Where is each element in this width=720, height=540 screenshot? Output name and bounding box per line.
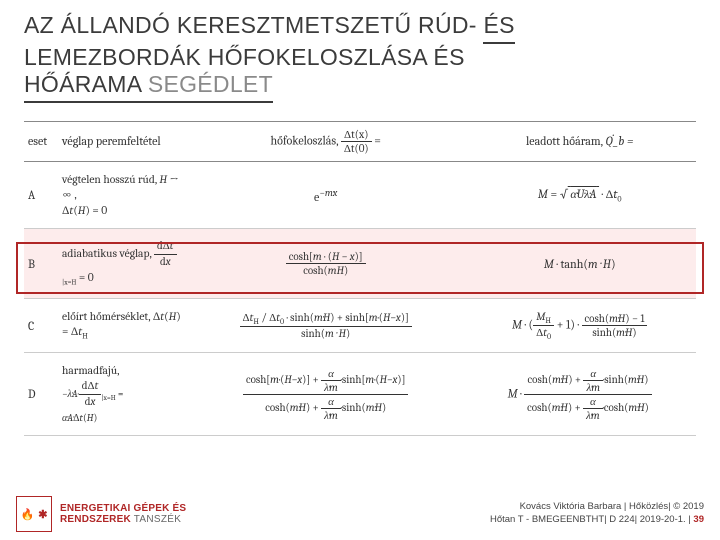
cell-heat: M · tanh(m · H) [463,229,696,298]
cell-dist: cosh[m · (H − x)]cosh(mH) [188,229,463,298]
cell-heat: M = √ α·U·λ·A · Δt0 [463,161,696,229]
table-row: Avégtelen hosszú rúd, H → ∞ ,Δt(H) = 0e−… [24,161,696,229]
footer-line2a: Hőtan T - BMEGEENBTHT| D 224| 2019-20-1.… [490,514,693,525]
col-cond: véglap peremfeltétel [58,121,188,161]
cell-dist: e−m·x [188,161,463,229]
cell-heat: M · (MHΔt0 + 1) · cosh(m·H) − 1sinh(m·H) [463,298,696,353]
title-line2a: LEMEZBORDÁK HŐFOKELOSZLÁSA ÉS [24,44,465,70]
col-heat: leadott hőáram, Q̇_b = [463,121,696,161]
cell-cond: harmadfajú,−λ·A·dΔtdx|x=H =α·A·Δt(H) [58,353,188,436]
logo-square: 🔥 ✱ [16,496,52,532]
heat-sym: Q̇_b = [605,134,633,148]
cell-case: C [24,298,58,353]
footer-line1: Kovács Viktória Barbara | Hőközlés| © 20… [490,501,704,514]
header-row: eset véglap peremfeltétel hőfokeloszlás,… [24,121,696,161]
dist-frac: Δt(x)Δt(0) [341,128,372,155]
table-body: Avégtelen hosszú rúd, H → ∞ ,Δt(H) = 0e−… [24,161,696,435]
cell-dist: cosh[m·(H−x)] + αλ·m·sinh[m·(H−x)]cosh(m… [188,353,463,436]
cell-cond: végtelen hosszú rúd, H → ∞ ,Δt(H) = 0 [58,161,188,229]
cell-case: B [24,229,58,298]
heat-label: leadott hőáram, [526,134,605,148]
formula-table: eset véglap peremfeltétel hőfokeloszlás,… [24,121,696,436]
logo-line2b: TANSZÉK [134,514,181,525]
col-dist: hőfokeloszlás, Δt(x)Δt(0) = [188,121,463,161]
logo: 🔥 ✱ ENERGETIKAI GÉPEK ÉS RENDSZEREK TANS… [16,496,186,532]
cell-dist: ΔtH / Δt0 · sinh(m·H) + sinh[m·(H−x)]sin… [188,298,463,353]
cell-case: D [24,353,58,436]
logo-snow-icon: ✱ [38,508,47,521]
slide: AZ ÁLLANDÓ KERESZTMETSZETŰ RÚD- ÉS LEMEZ… [0,0,720,540]
logo-line1: ENERGETIKAI GÉPEK ÉS [60,503,186,515]
dist-label: hőfokeloszlás, [271,133,339,147]
cell-cond: adiabatikus véglap, dΔtdx|x=H = 0 [58,229,188,298]
title-line3a: HŐÁRAMA [24,71,148,97]
cell-cond: előírt hőmérséklet, Δt(H) = ΔtH [58,298,188,353]
dist-frac-d: Δt(0) [341,142,372,155]
title-line1a: AZ ÁLLANDÓ KERESZTMETSZETŰ RÚD- [24,12,483,38]
footer: 🔥 ✱ ENERGETIKAI GÉPEK ÉS RENDSZEREK TANS… [0,494,720,540]
logo-text: ENERGETIKAI GÉPEK ÉS RENDSZEREK TANSZÉK [60,503,186,526]
dist-frac-n: Δt(x) [341,128,372,142]
table-row: Badiabatikus véglap, dΔtdx|x=H = 0cosh[m… [24,229,696,298]
slide-title: AZ ÁLLANDÓ KERESZTMETSZETŰ RÚD- ÉS LEMEZ… [24,12,696,103]
dist-eq: = [372,133,381,147]
table-row: Dharmadfajú,−λ·A·dΔtdx|x=H =α·A·Δt(H)cos… [24,353,696,436]
title-line1b: ÉS [483,12,514,44]
title-line3b: SEGÉDLET [148,71,273,97]
table-row: Celőírt hőmérséklet, Δt(H) = ΔtHΔtH / Δt… [24,298,696,353]
page-number: 39 [693,514,704,525]
logo-line2a: RENDSZEREK [60,514,131,525]
logo-fire-icon: 🔥 [21,508,35,521]
footer-right: Kovács Viktória Barbara | Hőközlés| © 20… [490,501,704,527]
cell-case: A [24,161,58,229]
cell-heat: M · cosh(m·H) + αλ·m·sinh(m·H)cosh(m·H) … [463,353,696,436]
col-case: eset [24,121,58,161]
